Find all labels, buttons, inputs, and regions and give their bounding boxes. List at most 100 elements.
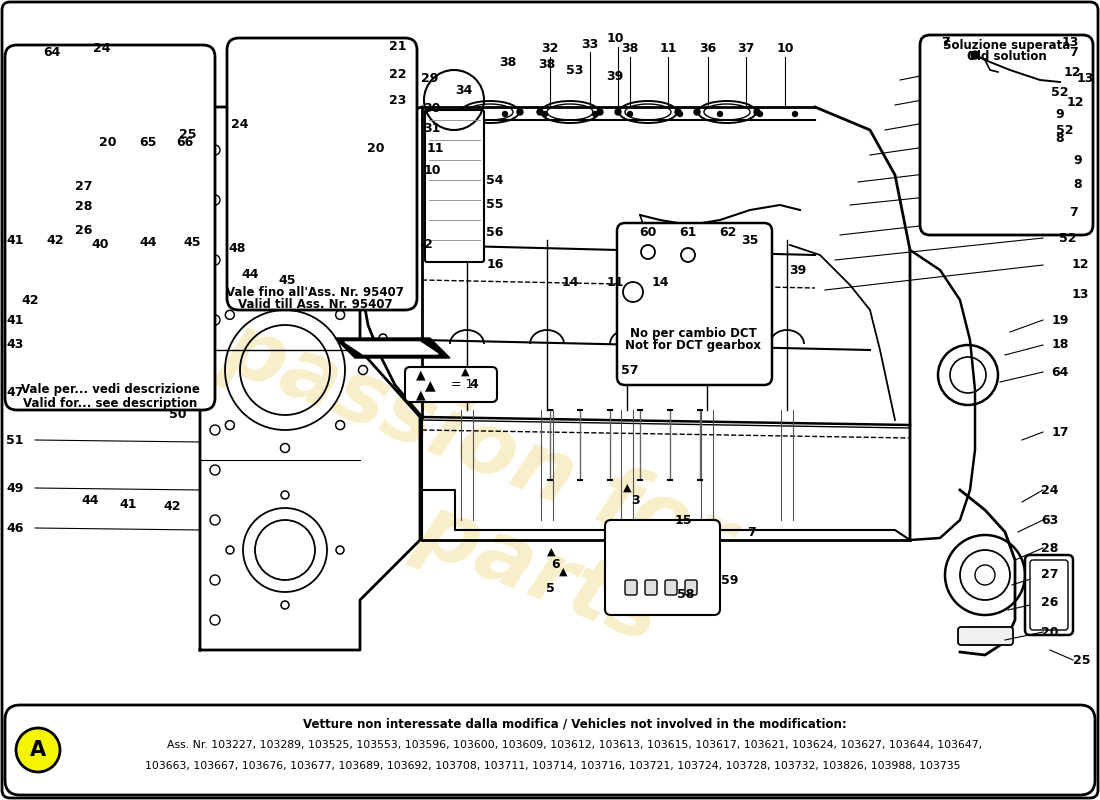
Text: 10: 10: [424, 163, 441, 177]
Text: 37: 37: [737, 42, 755, 54]
Circle shape: [754, 109, 760, 115]
Text: 7: 7: [748, 526, 757, 538]
Text: 21: 21: [389, 39, 407, 53]
Text: ▲: ▲: [547, 547, 556, 557]
Text: 27: 27: [1042, 569, 1058, 582]
FancyBboxPatch shape: [920, 35, 1093, 235]
Text: 8: 8: [1074, 178, 1082, 191]
Text: 23: 23: [389, 94, 407, 106]
Text: 26: 26: [75, 223, 92, 237]
Text: 65: 65: [140, 135, 156, 149]
Text: 57: 57: [621, 363, 639, 377]
Circle shape: [537, 109, 543, 115]
Text: 11: 11: [427, 142, 443, 154]
Text: 24: 24: [94, 42, 111, 54]
Circle shape: [503, 111, 507, 117]
Circle shape: [593, 111, 597, 117]
Text: 44: 44: [241, 269, 258, 282]
Text: 55: 55: [486, 198, 504, 211]
Text: 9: 9: [1074, 154, 1082, 166]
Polygon shape: [336, 338, 450, 358]
Text: 32: 32: [541, 42, 559, 54]
Circle shape: [542, 111, 548, 117]
Text: 26: 26: [1042, 595, 1058, 609]
Text: 38: 38: [538, 58, 556, 71]
FancyBboxPatch shape: [645, 580, 657, 595]
Text: 49: 49: [7, 482, 24, 494]
FancyBboxPatch shape: [6, 705, 1094, 795]
Text: 20: 20: [367, 142, 385, 154]
Text: 6: 6: [552, 558, 560, 571]
Circle shape: [971, 51, 979, 59]
Text: 62: 62: [719, 226, 737, 238]
Text: 19: 19: [1052, 314, 1069, 326]
Text: 42: 42: [46, 234, 64, 246]
Text: 50: 50: [169, 409, 187, 422]
Text: ▲: ▲: [559, 567, 568, 577]
Text: 46: 46: [7, 522, 24, 534]
Text: 20: 20: [1042, 626, 1058, 638]
Text: ▲: ▲: [416, 369, 426, 382]
FancyBboxPatch shape: [666, 580, 676, 595]
Text: passion for
       parts: passion for parts: [176, 306, 745, 674]
Circle shape: [678, 111, 682, 117]
Text: 24: 24: [1042, 483, 1058, 497]
Text: 45: 45: [278, 274, 296, 286]
Text: 41: 41: [119, 498, 136, 511]
Text: 39: 39: [606, 70, 624, 82]
Text: 58: 58: [678, 589, 695, 602]
Text: 22: 22: [389, 67, 407, 81]
Circle shape: [694, 109, 700, 115]
Circle shape: [627, 111, 632, 117]
Circle shape: [41, 63, 50, 71]
Text: 52: 52: [1056, 123, 1074, 137]
Text: 38: 38: [621, 42, 639, 54]
Circle shape: [294, 158, 298, 162]
Circle shape: [792, 111, 798, 117]
Text: Soluzione superata: Soluzione superata: [944, 38, 1070, 51]
Text: 48: 48: [229, 242, 245, 254]
Text: Valid for... see description: Valid for... see description: [23, 397, 197, 410]
Text: 42: 42: [21, 294, 38, 306]
Circle shape: [717, 111, 723, 117]
Circle shape: [615, 109, 622, 115]
Text: 25: 25: [179, 129, 197, 142]
Text: 64: 64: [43, 46, 60, 59]
Circle shape: [517, 109, 522, 115]
Text: 44: 44: [81, 494, 99, 506]
FancyBboxPatch shape: [258, 120, 358, 176]
Text: = 1: = 1: [451, 378, 473, 391]
Text: Old solution: Old solution: [967, 50, 1047, 63]
FancyBboxPatch shape: [405, 367, 497, 402]
Text: 53: 53: [566, 63, 584, 77]
Circle shape: [758, 111, 762, 117]
Text: 10: 10: [606, 31, 624, 45]
Text: 12: 12: [1064, 66, 1080, 78]
Circle shape: [318, 158, 322, 162]
Text: 3: 3: [630, 494, 639, 506]
Text: 40: 40: [91, 238, 109, 250]
Text: No per cambio DCT: No per cambio DCT: [629, 327, 757, 341]
FancyBboxPatch shape: [958, 627, 1013, 645]
Text: 39: 39: [790, 263, 806, 277]
Text: Vale per... vedi descrizione: Vale per... vedi descrizione: [21, 383, 199, 397]
Text: 14: 14: [651, 275, 669, 289]
Text: 34: 34: [455, 83, 473, 97]
Text: 63: 63: [1042, 514, 1058, 526]
Text: 61: 61: [680, 226, 696, 238]
FancyBboxPatch shape: [227, 38, 417, 310]
Text: 13: 13: [1071, 289, 1089, 302]
Text: 44: 44: [140, 237, 156, 250]
Text: ▲: ▲: [461, 367, 470, 377]
Text: 2: 2: [424, 238, 432, 251]
FancyBboxPatch shape: [30, 94, 120, 169]
Text: 12: 12: [1066, 95, 1083, 109]
Text: A: A: [30, 740, 46, 760]
FancyBboxPatch shape: [1030, 560, 1068, 630]
FancyBboxPatch shape: [1025, 555, 1072, 635]
Text: 59: 59: [722, 574, 739, 586]
Text: 18: 18: [1052, 338, 1069, 351]
Text: 27: 27: [75, 181, 92, 194]
Circle shape: [16, 728, 60, 772]
Text: 56: 56: [486, 226, 504, 238]
